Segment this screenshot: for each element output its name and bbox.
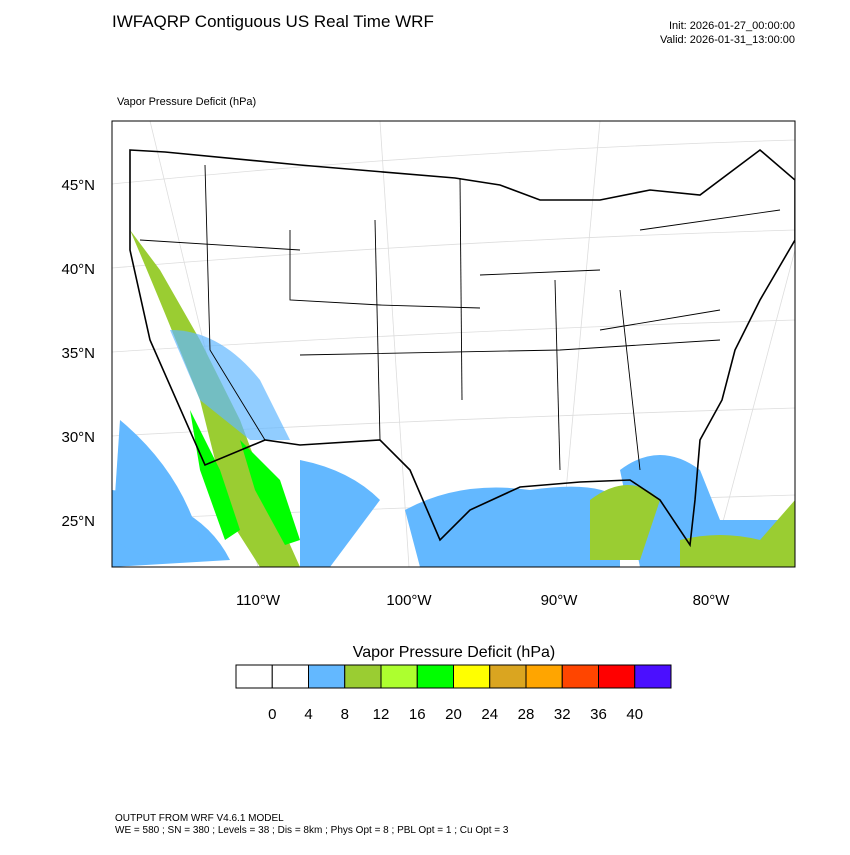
- colorbar-label: 24: [481, 706, 498, 723]
- lat-label: 45°N: [61, 177, 95, 194]
- colorbar-box: [489, 664, 527, 689]
- colorbar-title: Vapor Pressure Deficit (hPa): [353, 644, 555, 661]
- colorbar-box: [416, 664, 454, 689]
- colorbar-label: 4: [304, 706, 312, 723]
- lon-label: 90°W: [541, 592, 579, 609]
- footer-line: WE = 580 ; SN = 380 ; Levels = 38 ; Dis …: [115, 825, 509, 836]
- title: IWFAQRP Contiguous US Real Time WRF: [112, 12, 434, 31]
- colorbar-box: [598, 664, 636, 689]
- colorbar-box: [271, 664, 309, 689]
- footer-line: OUTPUT FROM WRF V4.6.1 MODEL: [115, 813, 284, 824]
- colorbar-box: [308, 664, 346, 689]
- lat-label: 40°N: [61, 261, 95, 278]
- lon-label: 100°W: [386, 592, 432, 609]
- colorbar-label: 8: [341, 706, 349, 723]
- colorbar-box: [453, 664, 491, 689]
- lat-label: 25°N: [61, 513, 95, 530]
- lat-label: 35°N: [61, 345, 95, 362]
- colorbar-label: 16: [409, 706, 426, 723]
- valid-time: Valid: 2026-01-31_13:00:00: [660, 34, 795, 46]
- init-time: Init: 2026-01-27_00:00:00: [669, 20, 795, 32]
- colorbar: Vapor Pressure Deficit (hPa) 0 4 8 12 16 20 24…: [235, 644, 672, 723]
- colorbar-box: [634, 664, 672, 689]
- lat-label: 30°N: [61, 429, 95, 446]
- colorbar-label: 12: [373, 706, 390, 723]
- colorbar-box: [344, 664, 382, 689]
- lon-label: 110°W: [236, 592, 281, 609]
- map: 45°N 40°N 35°N 30°N 25°N 110°W 100°W 90°…: [61, 120, 796, 609]
- lon-label: 80°W: [693, 592, 731, 609]
- colorbar-label: 28: [518, 706, 535, 723]
- colorbar-box: [525, 664, 563, 689]
- colorbar-box: [235, 664, 273, 689]
- colorbar-label: 20: [445, 706, 462, 723]
- colorbar-box: [561, 664, 599, 689]
- colorbar-label: 40: [626, 706, 643, 723]
- map-subtitle: Vapor Pressure Deficit (hPa): [117, 96, 256, 108]
- colorbar-label: 32: [554, 706, 571, 723]
- colorbar-label: 0: [268, 706, 276, 723]
- colorbar-label: 36: [590, 706, 607, 723]
- colorbar-box: [380, 664, 418, 689]
